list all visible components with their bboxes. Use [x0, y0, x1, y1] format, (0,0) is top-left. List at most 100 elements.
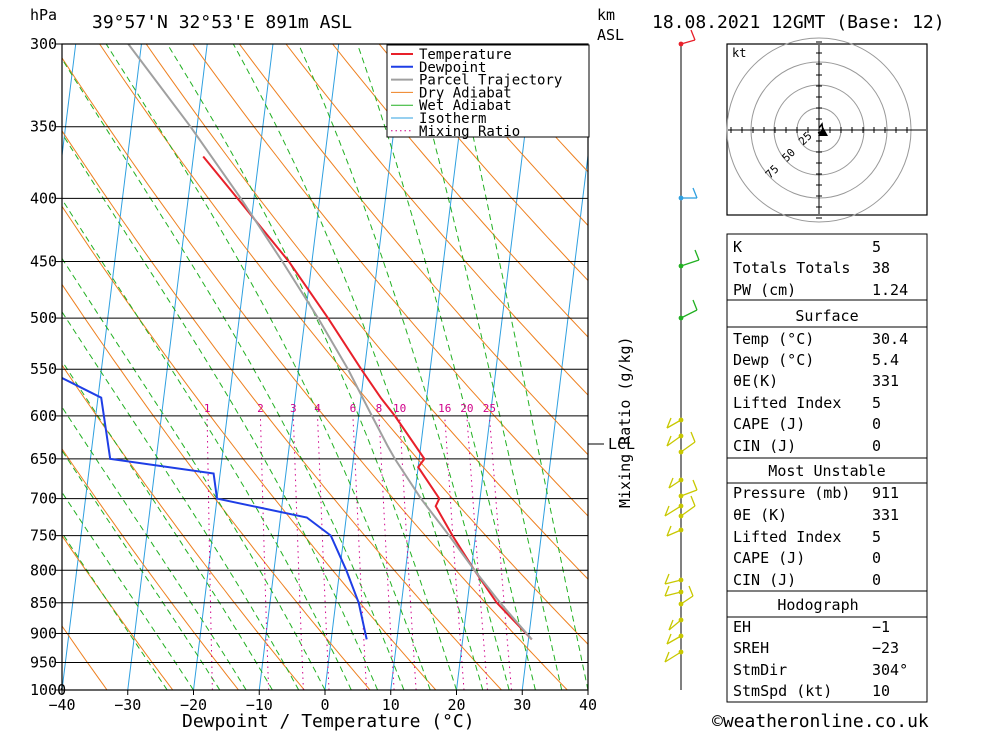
wind-level-dot [678, 315, 684, 321]
wind-level-dot [678, 513, 684, 519]
wind-barb [680, 505, 696, 517]
isotherm-line [258, 44, 340, 690]
mixing-ratio-line [399, 415, 417, 690]
dry-adiabat-line [238, 44, 588, 456]
totals-totals-value: 38 [872, 259, 890, 277]
isotherm-lines [62, 44, 588, 690]
isotherm-line [324, 44, 405, 690]
wet-adiabat-line [356, 44, 536, 690]
wind-barb [664, 651, 682, 663]
wind-level-dot [678, 589, 684, 595]
mu-cape-label: CAPE (J) [733, 549, 805, 567]
wet-adiabat-line [62, 257, 326, 690]
wet-adiabat-line [62, 132, 379, 690]
copyright-link[interactable]: ©weatheronline.co.uk [712, 711, 929, 732]
sreh-label: SREH [733, 639, 769, 657]
dry-adiabat-line [332, 44, 588, 338]
pressure-tick-label: 700 [30, 490, 57, 508]
stmdir-value: 304° [872, 661, 908, 679]
wind-barb [664, 579, 682, 585]
wind-barb [680, 259, 700, 267]
wind-barb-flag [688, 585, 694, 597]
mixing-ratio-line [259, 415, 270, 690]
wind-level-dot [678, 577, 684, 583]
pressure-tick-label: 650 [30, 450, 57, 468]
surface-theta-label: θE(K) [733, 372, 778, 390]
datetime-title: 18.08.2021 12GMT (Base: 12) [652, 12, 945, 33]
mu-li-label: Lifted Index [733, 528, 841, 546]
pressure-tick-label: 800 [30, 561, 57, 579]
mixing-ratio-label: 2 [257, 402, 264, 415]
wet-adiabat-lines [62, 44, 588, 690]
wind-level-dot [678, 195, 684, 201]
wet-adiabat-line [452, 44, 588, 690]
wind-barb-flag [666, 633, 672, 645]
mixing-ratio-label: 4 [314, 402, 321, 415]
wind-barb [666, 635, 682, 645]
legend-entry: Temperature [419, 47, 512, 63]
dry-adiabat-line [285, 44, 588, 396]
temperature-tick-labels: −40 −30 −20 −10 0 10 20 30 40 [48, 690, 597, 714]
temperature-tick-label: −20 [180, 696, 207, 714]
lcl-label: LCL [608, 435, 635, 453]
hpa-axis-label: hPa [30, 6, 57, 24]
surface-title: Surface [795, 307, 858, 325]
wind-profile [664, 29, 700, 690]
profile-series [62, 44, 533, 641]
plot-frame [61, 43, 589, 691]
wind-level-dot [678, 41, 684, 47]
wind-barb-flag [692, 479, 698, 491]
pressure-tick-label: 950 [30, 653, 57, 671]
wind-barb [680, 489, 698, 497]
dry-adiabat-line [62, 130, 502, 690]
temperature-tick-label: 40 [579, 696, 597, 714]
wind-barb-flag [668, 619, 674, 631]
wind-barb-flag [668, 477, 674, 489]
wind-level-dot [678, 633, 684, 639]
temperature-tick-label: 0 [320, 696, 329, 714]
wet-adiabat-line [298, 44, 510, 690]
isotherm-line [62, 44, 142, 690]
mixing-ratio-label: 1 [204, 402, 211, 415]
k-index-value: 5 [872, 238, 881, 256]
wind-barb-flag [690, 495, 696, 507]
wind-level-dot [678, 477, 684, 483]
mixing-ratio-line [488, 415, 512, 690]
wind-barb-flag [692, 187, 698, 199]
mu-cin-label: CIN (J) [733, 571, 796, 589]
mixing-ratio-label: 10 [393, 402, 406, 415]
asl-label: ASL [597, 26, 624, 44]
location-title: 39°57'N 32°53'E 891m ASL [92, 12, 352, 33]
wind-barb-flag [664, 505, 670, 517]
isotherm-line [127, 44, 208, 690]
mixing-ratio-label: 3 [290, 402, 297, 415]
pressure-tick-label: 300 [30, 35, 57, 53]
wind-barb [666, 419, 682, 429]
legend-entry: Isotherm [419, 111, 486, 127]
temperature-tick-label: −40 [48, 696, 75, 714]
pressure-tick-label: 600 [30, 407, 57, 425]
mixing-ratio-label: 20 [460, 402, 473, 415]
mixing-ratio-label: 8 [376, 402, 383, 415]
dry-adiabat-line [985, 44, 1000, 690]
sreh-value: −23 [872, 639, 899, 657]
wind-barb-flag [666, 525, 672, 537]
pressure-gridlines [56, 43, 588, 691]
surface-cin-label: CIN (J) [733, 437, 796, 455]
surface-li-label: Lifted Index [733, 394, 841, 412]
wet-adiabat-line [62, 532, 168, 690]
pressure-tick-labels: 300 350 400 450 500 550 600 650 700 750 800 850 900 9… [30, 35, 66, 699]
km-label: km [597, 6, 615, 24]
surface-cape-value: 0 [872, 415, 881, 433]
mixing-ratio-label: 25 [483, 402, 496, 415]
temperature-tick-label: 20 [447, 696, 465, 714]
surface-table: Surface Temp (°C) 30.4 Dewp (°C) 5.4 θE(… [726, 299, 928, 459]
pressure-tick-label: 400 [30, 189, 57, 207]
dry-adiabat-line [938, 44, 1000, 690]
wind-barb-flag [666, 435, 672, 447]
surface-temp-label: Temp (°C) [733, 330, 814, 348]
hodograph-table: Hodograph EH −1 SREH −23 StmDir 304° Stm… [726, 590, 928, 703]
